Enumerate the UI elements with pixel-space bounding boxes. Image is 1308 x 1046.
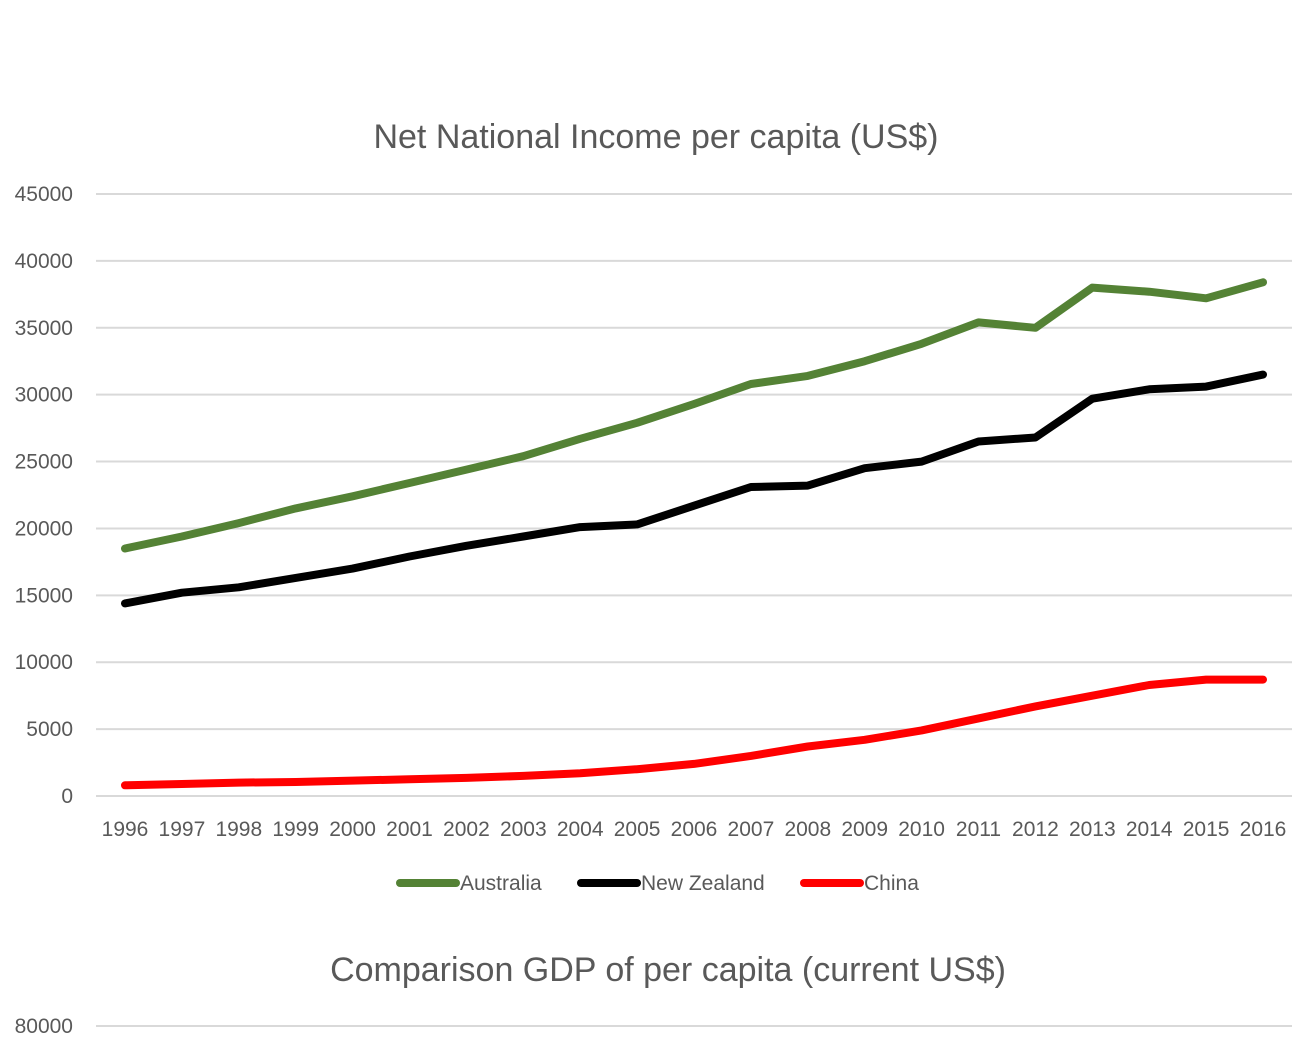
series-line-australia	[121, 278, 1267, 553]
x-tick-label: 2008	[784, 818, 831, 841]
y-tick-label: 10000	[15, 651, 73, 674]
x-tick-label: 2011	[956, 818, 1001, 841]
x-tick-label: 1997	[159, 818, 206, 841]
legend-label: New Zealand	[641, 872, 765, 895]
x-tick-label: 2016	[1240, 818, 1287, 841]
x-tick-label: 2002	[443, 818, 490, 841]
series-lines	[121, 278, 1267, 790]
x-tick-label: 2004	[557, 818, 604, 841]
y-tick-label: 45000	[15, 183, 73, 206]
chart-title: Net National Income per capita (US$)	[373, 118, 938, 156]
legend-label: Australia	[460, 872, 542, 895]
chart-title-2: Comparison GDP of per capita (current US…	[330, 951, 1006, 989]
series-line-new-zealand	[121, 370, 1267, 608]
x-tick-label: 2005	[614, 818, 661, 841]
x-tick-label: 2000	[329, 818, 376, 841]
series-line-china	[121, 675, 1267, 790]
x-tick-label: 2003	[500, 818, 547, 841]
y-tick-label: 40000	[15, 250, 73, 273]
x-tick-label: 2014	[1126, 818, 1173, 841]
x-tick-label: 2001	[386, 818, 433, 841]
legend: Australia New Zealand China	[396, 872, 919, 895]
x-tick-label: 2013	[1069, 818, 1116, 841]
x-axis-ticks: 1996 1997 1998 1999 2000 2001 2002 2003 2004 2005…	[102, 818, 1287, 841]
y-tick-label: 25000	[15, 451, 73, 474]
gridlines	[96, 193, 1292, 797]
x-tick-label: 2009	[841, 818, 888, 841]
y-tick-label: 0	[61, 785, 73, 808]
x-tick-label: 1996	[102, 818, 149, 841]
x-tick-label: 1999	[272, 818, 319, 841]
y-axis-ticks: 45000 40000 35000 30000 25000 20000 15000 10000…	[15, 183, 73, 808]
y-tick-label: 30000	[15, 384, 73, 407]
y-tick-label: 20000	[15, 517, 73, 540]
y-tick-label: 5000	[26, 718, 73, 741]
x-tick-label: 2006	[671, 818, 718, 841]
x-tick-label: 2007	[728, 818, 775, 841]
y-tick-label: 15000	[15, 584, 73, 607]
x-tick-label: 1998	[215, 818, 262, 841]
y-axis-ticks-2: 80000	[15, 1015, 73, 1038]
x-tick-label: 2015	[1183, 818, 1230, 841]
x-tick-label: 2010	[898, 818, 945, 841]
y-tick-label: 35000	[15, 317, 73, 340]
legend-label: China	[864, 872, 919, 895]
x-tick-label: 2012	[1012, 818, 1059, 841]
y-tick-label-2: 80000	[15, 1015, 73, 1038]
